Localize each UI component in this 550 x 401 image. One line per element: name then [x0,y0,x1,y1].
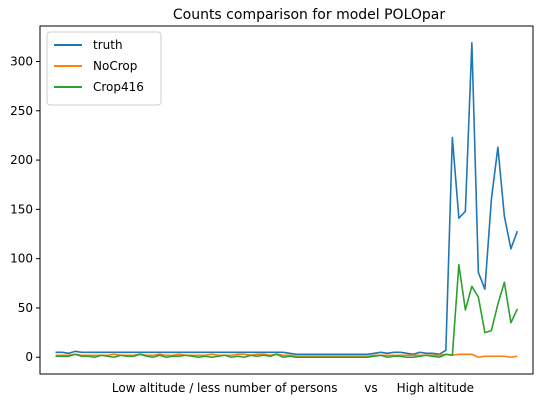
legend: truth NoCrop Crop416 [46,31,162,106]
x-axis-label: Low altitude / less number of persons vs… [112,381,474,395]
series-line-crop416 [55,263,519,359]
y-tick-label: 50 [18,301,33,315]
y-tick-label: 0 [25,350,33,364]
y-tick-label: 200 [10,153,33,167]
series-layer [55,41,519,359]
y-tick-label: 100 [10,252,33,266]
y-axis: 0 50 100 150 200 250 300 [10,54,40,364]
legend-label: Crop416 [93,80,144,94]
y-tick-label: 250 [10,104,33,118]
plot-frame [39,25,534,375]
y-tick-label: 300 [10,54,33,68]
legend-label: NoCrop [93,59,137,73]
series-line-truth [55,41,519,356]
series-line-nocrop [55,353,518,359]
legend-label: truth [93,38,123,52]
y-tick-label: 150 [10,202,33,216]
chart-title: Counts comparison for model POLOpar [173,7,446,23]
